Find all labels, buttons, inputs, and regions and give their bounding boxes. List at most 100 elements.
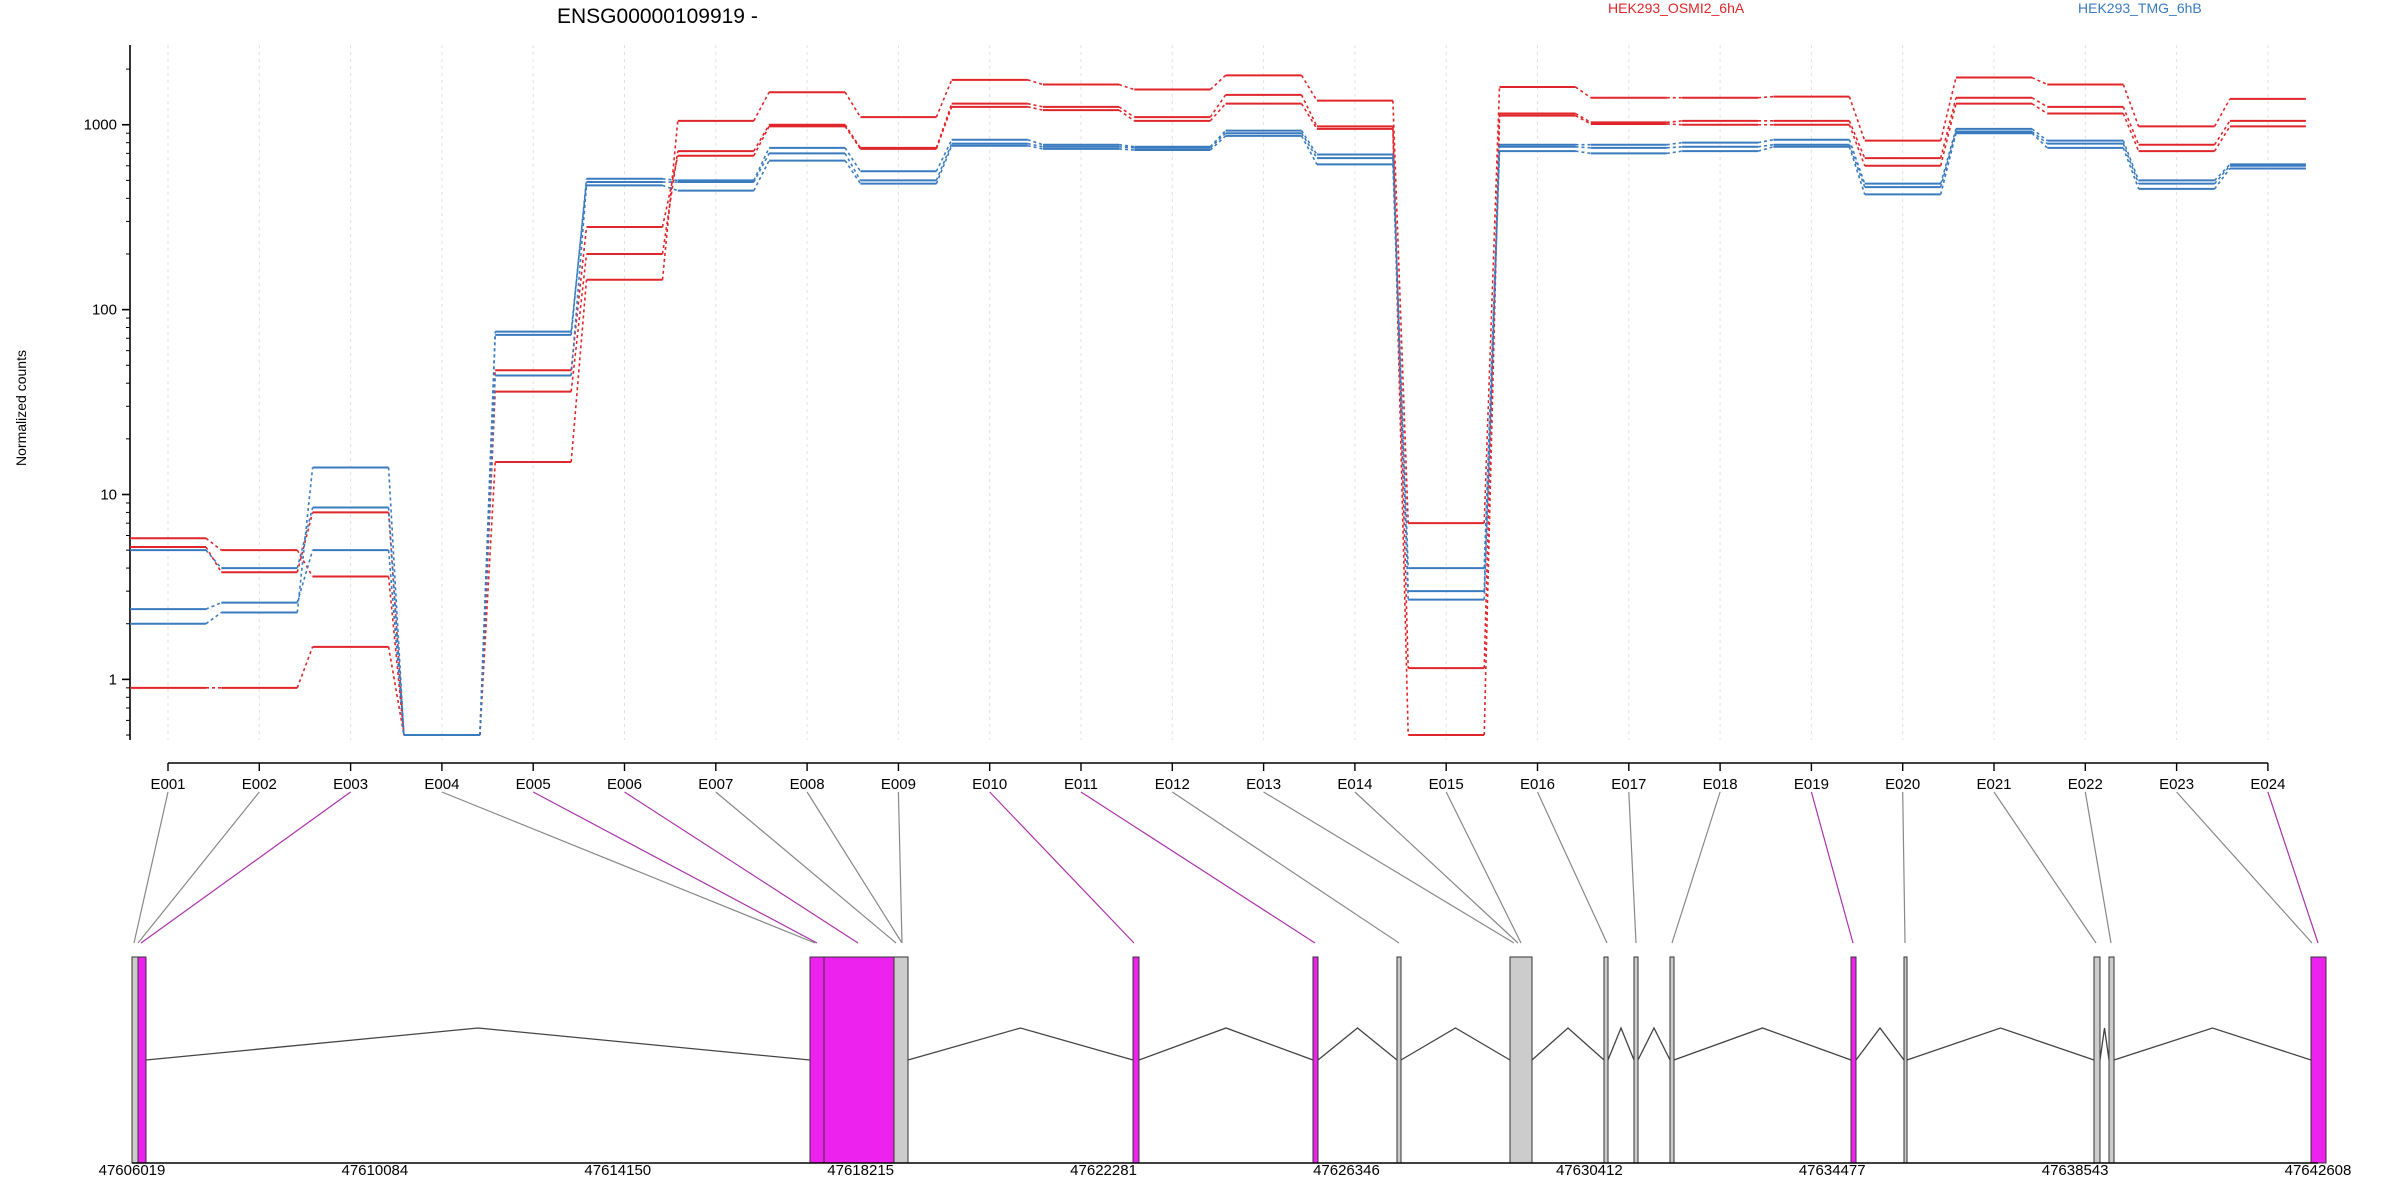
connector bbox=[387, 507, 405, 736]
connector bbox=[1939, 97, 1957, 159]
connector bbox=[2122, 113, 2140, 152]
connector bbox=[1575, 112, 1592, 124]
exon-connector-E001 bbox=[133, 791, 169, 944]
connector bbox=[296, 512, 314, 573]
exon-connector-E002 bbox=[137, 791, 260, 944]
connector bbox=[844, 152, 862, 181]
intron bbox=[1531, 1027, 1605, 1061]
genomic-coordinate-axis: 47606019 47610084 47614150 47618215 47622281… bbox=[99, 1162, 2352, 1179]
connector bbox=[1757, 146, 1774, 152]
exon bbox=[1603, 956, 1609, 1164]
x-tick-label-E014: E014 bbox=[1337, 776, 1372, 793]
y-axis: 1 10 100 1000 bbox=[84, 45, 131, 740]
x-tick-label-E013: E013 bbox=[1246, 776, 1281, 793]
connector bbox=[662, 178, 678, 182]
connector bbox=[2122, 143, 2140, 184]
connector bbox=[1300, 135, 1318, 165]
exon-connector-E014 bbox=[1354, 791, 1519, 944]
x-tick-label-E015: E015 bbox=[1429, 776, 1464, 793]
series-5 bbox=[130, 132, 2306, 737]
connector bbox=[570, 181, 588, 332]
connector bbox=[753, 160, 770, 192]
exon-connector-E015 bbox=[1445, 791, 1522, 944]
connector bbox=[387, 550, 405, 736]
coordinate-tick-label: 47626346 bbox=[1313, 1162, 1380, 1179]
connector bbox=[753, 91, 770, 122]
series-2 bbox=[130, 102, 2306, 737]
exon-connector-E010 bbox=[989, 791, 1135, 944]
exon-connector-E024 bbox=[2267, 791, 2319, 944]
intron bbox=[1637, 1026, 1671, 1061]
x-tick-label-E019: E019 bbox=[1794, 776, 1829, 793]
exon-connector-E007 bbox=[715, 791, 897, 944]
connector bbox=[935, 143, 953, 181]
coordinate-tick-label: 47614150 bbox=[584, 1162, 651, 1179]
connector bbox=[1300, 132, 1318, 159]
y-tick-label: 100 bbox=[92, 302, 117, 319]
connector bbox=[570, 185, 588, 376]
connector bbox=[1027, 106, 1044, 111]
grid bbox=[167, 45, 2269, 740]
connector bbox=[1392, 128, 1409, 736]
connector bbox=[1575, 150, 1591, 155]
connector bbox=[1848, 120, 1866, 159]
x-tick-label-E020: E020 bbox=[1885, 776, 1920, 793]
exon-connector-E006 bbox=[624, 791, 859, 944]
connector bbox=[2213, 98, 2231, 127]
connector bbox=[1392, 154, 1409, 569]
connector bbox=[1300, 130, 1318, 155]
x-tick-label-E021: E021 bbox=[1976, 776, 2011, 793]
x-tick-label-E011: E011 bbox=[1064, 776, 1098, 793]
connector bbox=[1209, 74, 1227, 91]
intron bbox=[2113, 1027, 2312, 1061]
connector bbox=[2213, 125, 2231, 152]
connector bbox=[1392, 100, 1409, 524]
exon bbox=[2108, 956, 2115, 1164]
connector bbox=[387, 467, 405, 736]
connector bbox=[1666, 145, 1683, 149]
exon-highlighted bbox=[1850, 956, 1857, 1164]
intron bbox=[1855, 1026, 1905, 1061]
connector bbox=[1300, 94, 1318, 127]
connector bbox=[479, 461, 496, 736]
intron bbox=[907, 1027, 1134, 1061]
connector bbox=[1939, 103, 1957, 166]
connector bbox=[1575, 145, 1591, 149]
connector bbox=[1483, 151, 1501, 600]
connector bbox=[1758, 95, 1774, 99]
connector bbox=[570, 253, 588, 392]
connector bbox=[844, 91, 862, 118]
connector bbox=[2122, 147, 2140, 190]
coordinate-tick-label: 47622281 bbox=[1070, 1162, 1137, 1179]
connector bbox=[296, 507, 314, 569]
x-tick-label-E017: E017 bbox=[1611, 776, 1646, 793]
exon-connector-E020 bbox=[1902, 791, 1906, 944]
connector bbox=[2031, 130, 2048, 145]
connector bbox=[1209, 103, 1227, 122]
intron bbox=[2099, 1027, 2110, 1061]
connector bbox=[1300, 74, 1318, 102]
connector bbox=[2213, 120, 2231, 146]
exon-connector-E017 bbox=[1628, 791, 1637, 944]
connector bbox=[296, 549, 314, 603]
exon-connector-E009 bbox=[897, 791, 903, 944]
connector bbox=[1757, 138, 1774, 144]
series-lines bbox=[130, 74, 2306, 737]
legend-label-tmg: HEK293_TMG_6hB bbox=[2078, 0, 2202, 16]
connector bbox=[1575, 86, 1592, 99]
connector bbox=[1027, 138, 1044, 146]
connector bbox=[2031, 76, 2048, 86]
exon bbox=[1633, 956, 1639, 1164]
connector bbox=[205, 601, 222, 610]
exon-connectors bbox=[133, 791, 2319, 944]
exon bbox=[1509, 956, 1533, 1164]
connector bbox=[479, 375, 496, 736]
y-tick-label: 1 bbox=[109, 671, 117, 688]
connector bbox=[296, 467, 314, 613]
legend-label-osmi2: HEK293_OSMI2_6hA bbox=[1608, 0, 1745, 16]
connector bbox=[387, 646, 405, 736]
connector bbox=[1027, 102, 1044, 108]
connector bbox=[1939, 133, 1957, 195]
exon bbox=[1903, 956, 1908, 1164]
connector bbox=[1300, 103, 1318, 130]
